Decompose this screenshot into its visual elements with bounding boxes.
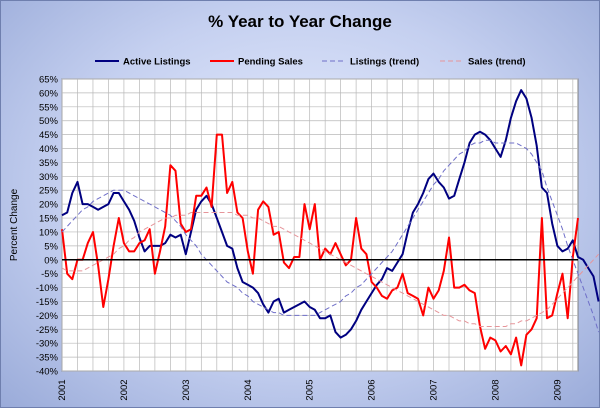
y-tick-label: -5% <box>41 269 58 280</box>
gridlines <box>61 78 578 372</box>
y-tick-label: 65% <box>39 75 59 86</box>
y-tick-label: 30% <box>39 172 59 183</box>
y-tick-label: -25% <box>36 325 59 336</box>
x-tick-label: 2009 <box>552 379 563 400</box>
y-tick-label: 60% <box>39 88 59 99</box>
y-tick-label: 10% <box>39 227 59 238</box>
y-tick-label: -20% <box>36 311 59 322</box>
x-tick-label: 2004 <box>243 379 254 400</box>
x-tick-label: 2001 <box>57 379 68 400</box>
y-tick-label: 15% <box>39 214 59 225</box>
x-tick-label: 2003 <box>181 379 192 400</box>
y-tick-label: -15% <box>36 297 59 308</box>
x-tick-label: 2005 <box>305 379 316 400</box>
legend-label: Active Listings <box>123 57 191 68</box>
y-tick-label: 50% <box>39 116 59 127</box>
x-tick-label: 2008 <box>490 379 501 400</box>
y-tick-label: 45% <box>39 130 59 141</box>
legend-label: Pending Sales <box>238 57 303 68</box>
y-tick-label: -35% <box>36 353 59 364</box>
y-tick-label: -30% <box>36 339 59 350</box>
series-line-4 <box>61 212 599 327</box>
y-axis-label: Percent Change <box>9 188 20 261</box>
x-tick-label: 2006 <box>367 379 378 400</box>
series-layer <box>61 89 600 367</box>
y-tick-label: 25% <box>39 186 59 197</box>
y-tick-label: 40% <box>39 144 59 155</box>
y-tick-label: 35% <box>39 158 59 169</box>
series-line-3 <box>61 139 600 333</box>
y-axis: 65% 60% 55% 50% 45% 40% 35% 30% 25% 20% 15% 10% 5% 0%… <box>36 75 59 378</box>
chart-title: % Year to Year Change <box>208 12 392 31</box>
y-tick-label: 20% <box>39 200 59 211</box>
y-tick-label: 0% <box>44 255 58 266</box>
y-tick-label: -40% <box>36 367 59 378</box>
x-tick-label: 2007 <box>429 379 440 400</box>
legend-label: Listings (trend) <box>350 57 419 68</box>
y-tick-label: -10% <box>36 283 59 294</box>
x-axis: 2001 2002 2003 2004 2005 2006 2007 2008 2009 <box>57 379 563 400</box>
x-tick-label: 2002 <box>119 379 130 400</box>
legend: Active Listings Pending Sales Listings (tr… <box>95 57 526 68</box>
y-tick-label: 55% <box>39 102 59 113</box>
legend-label: Sales (trend) <box>468 57 526 68</box>
y-tick-label: 5% <box>44 241 58 252</box>
